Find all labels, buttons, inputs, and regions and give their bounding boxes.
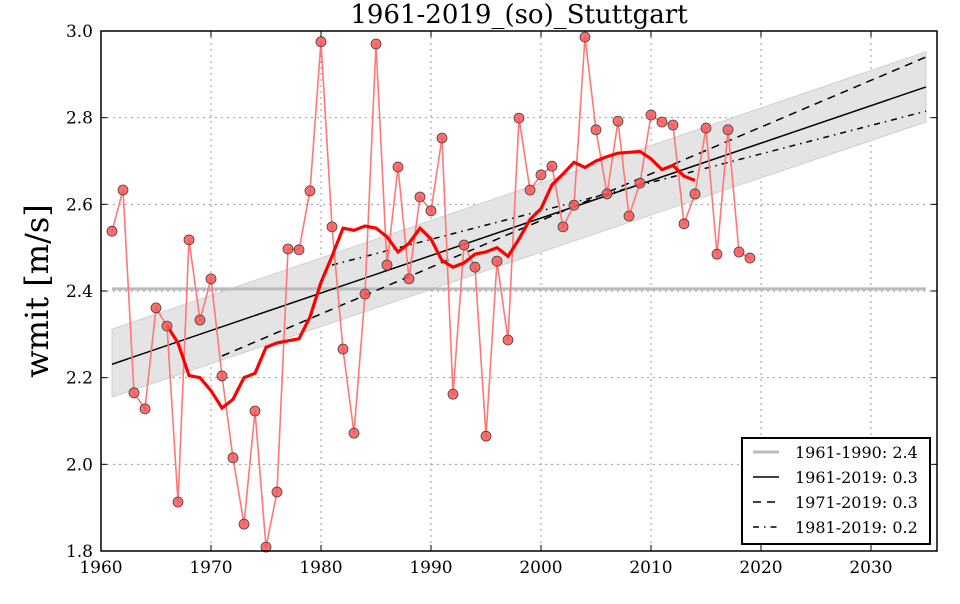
data-point xyxy=(447,388,459,400)
data-point xyxy=(458,239,470,251)
data-point xyxy=(436,132,448,144)
data-point xyxy=(579,31,591,43)
data-point xyxy=(326,221,338,233)
data-point xyxy=(337,343,349,355)
data-point xyxy=(645,109,657,121)
data-point xyxy=(205,273,217,285)
data-point xyxy=(150,302,162,314)
data-point xyxy=(524,184,536,196)
y-tick-label: 2.6 xyxy=(66,195,93,215)
data-point xyxy=(370,38,382,50)
data-point xyxy=(469,261,481,273)
data-point xyxy=(359,288,371,300)
legend-label: 1971-2019: 0.3 xyxy=(795,493,918,512)
data-point xyxy=(106,225,118,237)
x-tick-label: 1970 xyxy=(189,558,232,578)
x-tick-label: 1980 xyxy=(299,558,342,578)
x-tick-label: 1960 xyxy=(79,558,122,578)
data-point xyxy=(557,221,569,233)
data-point xyxy=(238,518,250,530)
data-point xyxy=(117,184,129,196)
data-point xyxy=(381,259,393,271)
running-mean-line xyxy=(165,149,696,411)
data-point xyxy=(161,320,173,332)
y-tick-label: 2.4 xyxy=(66,282,93,302)
y-tick-label: 3.0 xyxy=(66,22,93,42)
y-tick-label: 2.8 xyxy=(66,109,93,129)
data-point xyxy=(700,122,712,134)
data-point xyxy=(722,124,734,136)
x-tick-label: 2010 xyxy=(629,558,672,578)
y-axis-label: wmit [m/s] xyxy=(18,204,56,378)
chart-title: 1961-2019_(so)_Stuttgart xyxy=(350,0,688,30)
data-point xyxy=(403,273,415,285)
data-point xyxy=(744,252,756,264)
data-point xyxy=(348,427,360,439)
data-point xyxy=(711,248,723,260)
data-point xyxy=(535,169,547,181)
trend-line-solid xyxy=(111,86,927,365)
legend-label: 1981-2019: 0.2 xyxy=(795,518,918,537)
data-point xyxy=(249,405,261,417)
data-point xyxy=(139,403,151,415)
x-tick-label: 2030 xyxy=(849,558,892,578)
y-tick-label: 2.0 xyxy=(66,455,93,475)
data-point xyxy=(425,205,437,217)
data-point xyxy=(513,112,525,124)
data-point xyxy=(392,161,404,173)
confidence-band xyxy=(111,51,927,398)
data-point xyxy=(689,188,701,200)
data-point xyxy=(282,243,294,255)
x-tick-label: 2000 xyxy=(519,558,562,578)
x-tick-label: 1990 xyxy=(409,558,452,578)
data-point xyxy=(260,541,272,553)
data-point xyxy=(414,191,426,203)
data-point xyxy=(546,160,558,172)
y-tick-label: 1.8 xyxy=(66,542,93,562)
legend-label: 1961-2019: 0.3 xyxy=(795,468,918,487)
data-point xyxy=(128,387,140,399)
data-point xyxy=(304,185,316,197)
data-point xyxy=(315,36,327,48)
data-point xyxy=(656,116,668,128)
data-point xyxy=(733,246,745,258)
data-point xyxy=(194,314,206,326)
data-point xyxy=(634,177,646,189)
data-point xyxy=(623,210,635,222)
data-point xyxy=(678,218,690,230)
legend-label: 1961-1990: 2.4 xyxy=(795,443,918,462)
x-tick-label: 2020 xyxy=(739,558,782,578)
data-point xyxy=(480,430,492,442)
trend-line-dashdot xyxy=(331,110,927,266)
data-point xyxy=(271,486,283,498)
data-point xyxy=(491,255,503,267)
data-point xyxy=(612,115,624,127)
legend: 1961-1990: 2.4 1961-2019: 0.3 1971-2019: 0… xyxy=(741,437,931,545)
data-point xyxy=(216,370,228,382)
data-point xyxy=(667,119,679,131)
data-point xyxy=(502,334,514,346)
data-point xyxy=(183,234,195,246)
data-point xyxy=(568,199,580,211)
data-point xyxy=(172,496,184,508)
data-point xyxy=(601,188,613,200)
data-point xyxy=(227,452,239,464)
y-tick-label: 2.2 xyxy=(66,369,93,389)
data-point xyxy=(590,124,602,136)
data-point xyxy=(293,244,305,256)
